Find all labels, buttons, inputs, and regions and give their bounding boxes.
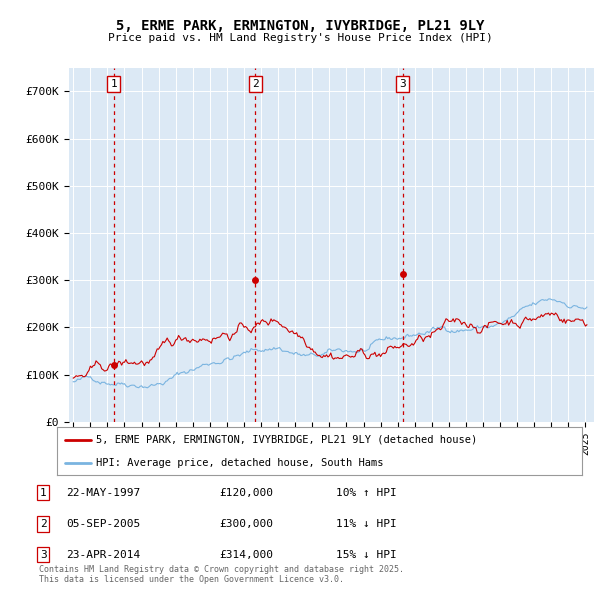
Text: HPI: Average price, detached house, South Hams: HPI: Average price, detached house, Sout… (97, 458, 384, 468)
Text: 1: 1 (40, 488, 47, 497)
Text: 10% ↑ HPI: 10% ↑ HPI (336, 488, 397, 497)
Text: 5, ERME PARK, ERMINGTON, IVYBRIDGE, PL21 9LY (detached house): 5, ERME PARK, ERMINGTON, IVYBRIDGE, PL21… (97, 435, 478, 445)
Text: £314,000: £314,000 (219, 550, 273, 559)
Text: 23-APR-2014: 23-APR-2014 (66, 550, 140, 559)
Text: 22-MAY-1997: 22-MAY-1997 (66, 488, 140, 497)
Text: 2: 2 (252, 79, 259, 88)
Text: 3: 3 (400, 79, 406, 88)
Text: 3: 3 (40, 550, 47, 559)
Text: Price paid vs. HM Land Registry's House Price Index (HPI): Price paid vs. HM Land Registry's House … (107, 33, 493, 43)
Text: Contains HM Land Registry data © Crown copyright and database right 2025.
This d: Contains HM Land Registry data © Crown c… (39, 565, 404, 584)
Text: £120,000: £120,000 (219, 488, 273, 497)
Text: 1: 1 (110, 79, 117, 88)
Text: 15% ↓ HPI: 15% ↓ HPI (336, 550, 397, 559)
Text: 2: 2 (40, 519, 47, 529)
Text: 5, ERME PARK, ERMINGTON, IVYBRIDGE, PL21 9LY: 5, ERME PARK, ERMINGTON, IVYBRIDGE, PL21… (116, 19, 484, 33)
Text: £300,000: £300,000 (219, 519, 273, 529)
Text: 11% ↓ HPI: 11% ↓ HPI (336, 519, 397, 529)
Text: 05-SEP-2005: 05-SEP-2005 (66, 519, 140, 529)
